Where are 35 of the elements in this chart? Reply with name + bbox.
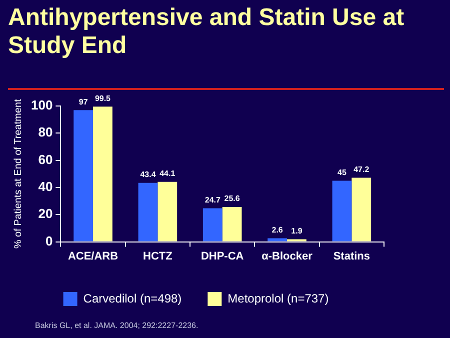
x-tick-label: DHP-CA xyxy=(200,250,244,262)
data-label: 25.6 xyxy=(224,194,240,204)
y-tick-label: 100 xyxy=(30,98,53,113)
y-tick-label: 20 xyxy=(38,206,53,222)
bar xyxy=(268,238,288,242)
legend-label: Carvedilol (n=498) xyxy=(83,291,182,306)
bar xyxy=(74,110,94,242)
x-tick-label: α-Blocker xyxy=(262,250,314,262)
data-label: 2.6 xyxy=(272,225,284,234)
data-label: 44.1 xyxy=(160,169,176,178)
data-label: 97 xyxy=(78,97,88,106)
data-label: 47.2 xyxy=(354,164,370,174)
legend-label: Metoprolol (n=737) xyxy=(228,291,329,306)
bar xyxy=(222,207,242,242)
x-tick-label: ACE/ARB xyxy=(68,250,118,262)
data-label: 99.5 xyxy=(94,94,112,103)
data-label: 24.7 xyxy=(204,195,221,204)
data-label: 45 xyxy=(338,168,347,177)
bar xyxy=(352,178,372,242)
bar xyxy=(332,180,352,242)
y-tick-label: 80 xyxy=(38,124,53,140)
data-label: 43.4 xyxy=(140,170,156,180)
bar xyxy=(158,182,178,242)
bar xyxy=(138,182,158,242)
chart-title: Antihypertensive and Statin Use at Study End xyxy=(8,4,406,60)
text: Bakris GL, et al. JAMA. 2004; 292:2227-2236. xyxy=(35,321,198,330)
bar xyxy=(93,106,112,242)
y-tick-label: 60 xyxy=(38,152,53,167)
y-tick-label: 0 xyxy=(45,233,53,248)
y-axis-title: % of Patients at End of Treatment xyxy=(12,98,24,249)
y-tick-label: 40 xyxy=(38,179,53,194)
data-label: 1.9 xyxy=(291,226,303,236)
x-tick-label: HCTZ xyxy=(143,250,173,262)
bar xyxy=(202,208,222,242)
x-tick-label: Statins xyxy=(333,250,370,262)
